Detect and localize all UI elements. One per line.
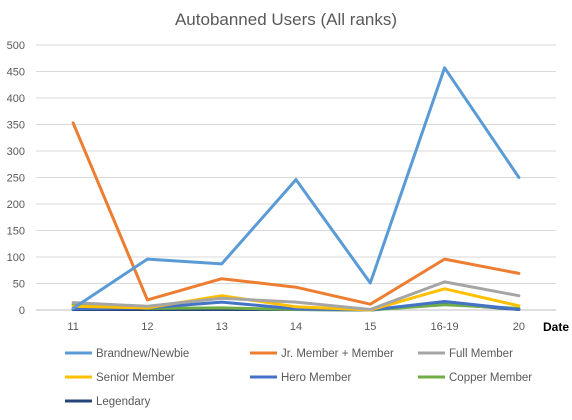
y-tick-label: 500 [7, 40, 25, 52]
legend-label: Legendary [96, 396, 151, 408]
y-tick-label: 400 [7, 93, 25, 105]
x-tick-label: 14 [290, 321, 302, 333]
x-tick-label: 13 [216, 321, 228, 333]
legend-label: Copper Member [449, 372, 532, 384]
gridlines [36, 44, 556, 311]
y-tick-label: 450 [7, 67, 25, 79]
x-tick-label: 15 [364, 321, 376, 333]
legend-label: Jr. Member + Member [281, 348, 394, 360]
y-axis-tick-labels: 0 50 100 150 200 250 300 350 400 450 500 [7, 40, 25, 317]
x-tick-label: 16-19 [431, 321, 459, 333]
y-tick-label: 0 [19, 305, 25, 317]
x-axis-label: Date [543, 320, 569, 334]
series-line-full-member [71, 280, 521, 311]
chart-title: Autobanned Users (All ranks) [175, 10, 397, 29]
y-tick-label: 350 [7, 120, 25, 132]
series-line-senior-member [71, 287, 521, 312]
series-lines [71, 66, 521, 312]
legend-label: Hero Member [281, 372, 351, 384]
series-line-jr-member-member [71, 121, 521, 306]
y-tick-label: 50 [13, 279, 25, 291]
x-axis-tick-labels: 11 12 13 14 15 16-19 20 [67, 321, 525, 333]
legend: Brandnew/Newbie Jr. Member + Member Full M… [65, 348, 532, 408]
x-tick-label: 12 [141, 321, 153, 333]
y-tick-label: 150 [7, 226, 25, 238]
y-tick-label: 200 [7, 199, 25, 211]
y-tick-label: 100 [7, 252, 25, 264]
x-tick-label: 20 [513, 321, 525, 333]
y-tick-label: 300 [7, 146, 25, 158]
x-tick-label: 11 [67, 321, 78, 333]
y-tick-label: 250 [7, 173, 25, 185]
legend-label: Full Member [449, 348, 513, 360]
legend-label: Senior Member [96, 372, 175, 384]
series-line-brandnew-newbie [71, 66, 521, 310]
legend-label: Brandnew/Newbie [96, 348, 189, 360]
